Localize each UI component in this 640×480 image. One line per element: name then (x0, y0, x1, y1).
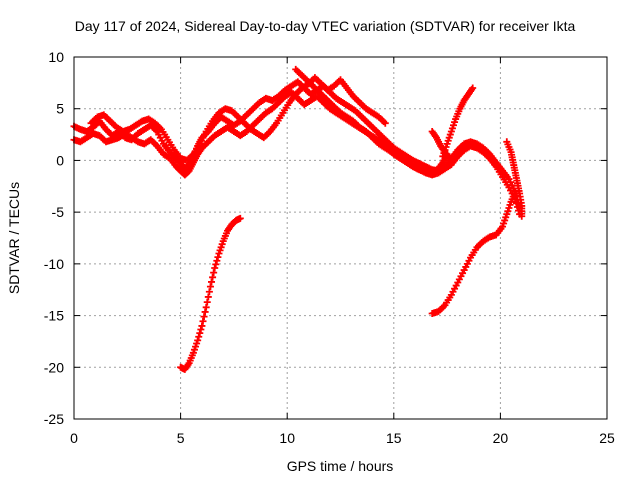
series-track-9 (428, 187, 519, 318)
data-point (214, 253, 222, 261)
y-tick-label: -25 (44, 411, 64, 427)
grid-lines (74, 57, 607, 419)
x-tick-label: 5 (177, 430, 185, 446)
y-tick-label: 10 (48, 49, 64, 65)
data-point (212, 260, 220, 268)
data-point (204, 293, 212, 301)
data-point (211, 264, 219, 272)
data-point (209, 273, 217, 281)
data-point (236, 214, 244, 222)
data-point (195, 333, 203, 341)
data-point (197, 326, 205, 334)
series-track-2 (70, 88, 524, 218)
data-point (205, 288, 213, 296)
x-tick-labels: 0 5 10 15 20 25 (70, 430, 615, 446)
data-point (201, 308, 209, 316)
series-track-8 (177, 214, 244, 373)
data-point (469, 84, 477, 92)
data-point (200, 313, 208, 321)
chart-title: Day 117 of 2024, Sidereal Day-to-day VTE… (75, 18, 576, 34)
x-tick-label: 15 (386, 430, 402, 446)
axis-ticks (73, 56, 608, 420)
data-point (213, 257, 221, 265)
data-point (445, 154, 453, 162)
series-track-6 (428, 127, 453, 162)
x-tick-label: 0 (70, 430, 78, 446)
series-track-4 (292, 65, 451, 177)
data-point (511, 187, 519, 195)
data-point (196, 329, 204, 337)
x-tick-label: 20 (493, 430, 509, 446)
data-point (206, 283, 214, 291)
data-point (198, 322, 206, 330)
data-point (203, 298, 211, 306)
y-tick-label: 5 (56, 101, 64, 117)
y-tick-label: -20 (44, 359, 64, 375)
y-axis-label: SDTVAR / TECUs (6, 182, 22, 294)
y-tick-labels: -25 -20 -15 -10 -5 0 5 10 (44, 49, 64, 427)
y-tick-label: -5 (52, 204, 65, 220)
data-point (513, 203, 521, 211)
x-tick-label: 25 (599, 430, 615, 446)
data-points (70, 65, 526, 373)
plot-frame (73, 56, 608, 420)
y-tick-label: 0 (56, 152, 64, 168)
data-point (381, 119, 389, 127)
data-point (208, 278, 216, 286)
y-tick-label: -15 (44, 308, 64, 324)
y-tick-label: -10 (44, 256, 64, 272)
data-point (202, 303, 210, 311)
data-point (210, 269, 218, 277)
data-point (199, 317, 207, 325)
series-track-7 (503, 138, 526, 220)
data-point (518, 212, 526, 220)
series-track-3 (87, 74, 389, 164)
x-axis-label: GPS time / hours (287, 458, 394, 474)
x-tick-label: 10 (279, 430, 295, 446)
data-point (194, 336, 202, 344)
